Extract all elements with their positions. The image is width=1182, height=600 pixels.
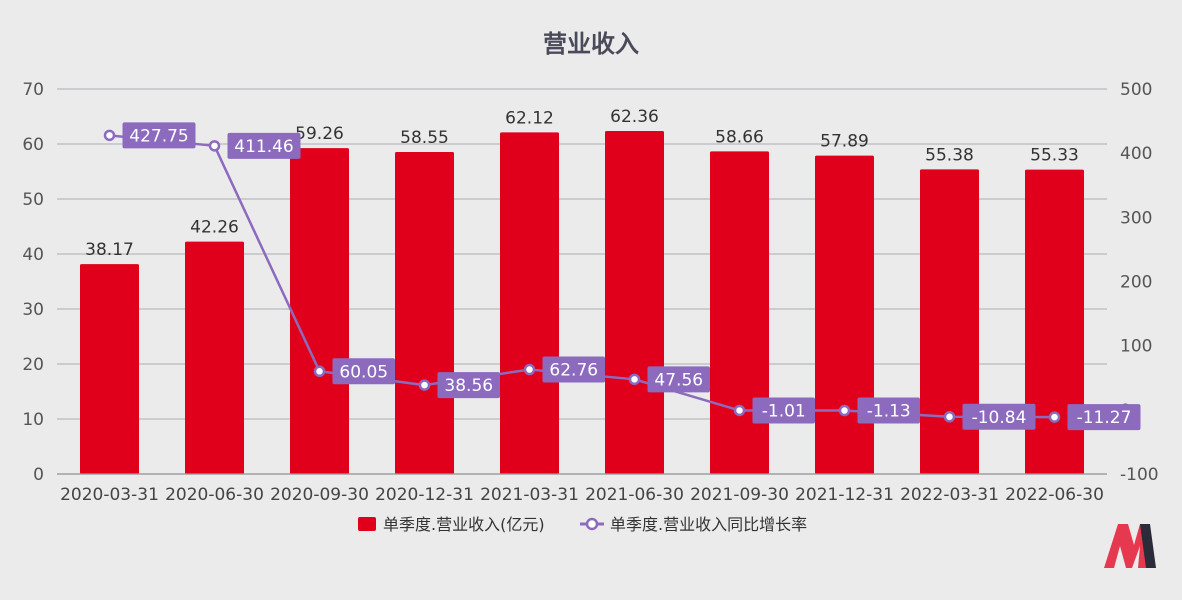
bar xyxy=(920,169,979,474)
x-tick-label: 2021-09-30 xyxy=(690,485,789,505)
bar-data-label: 58.55 xyxy=(400,128,449,148)
bar xyxy=(500,132,559,474)
bar-data-label: 62.36 xyxy=(610,107,659,127)
line-point xyxy=(313,365,326,378)
line-data-label: -10.84 xyxy=(972,408,1027,428)
bar-data-label: 38.17 xyxy=(85,240,134,260)
line-label-box xyxy=(857,397,920,424)
y-left-tick-label: 20 xyxy=(22,355,44,375)
line-point xyxy=(1048,411,1061,423)
line-point xyxy=(838,404,851,417)
y-left-tick-label: 70 xyxy=(22,80,44,100)
line-label-box xyxy=(962,403,1036,430)
line-point xyxy=(523,363,536,376)
y-left-tick-label: 0 xyxy=(33,465,44,485)
bar-data-label: 42.26 xyxy=(190,218,239,238)
bar xyxy=(185,241,244,474)
bar-data-label: 62.12 xyxy=(505,108,554,128)
y-right-tick-label: -100 xyxy=(1120,465,1159,485)
line-data-label: -1.01 xyxy=(762,401,806,421)
line-series: 427.75 411.46 60.05 38.56 62.76 47.56 -1.01 -1.… xyxy=(103,122,1141,431)
line-label-box xyxy=(542,356,605,383)
bar xyxy=(710,151,769,474)
y-right-tick-label: 400 xyxy=(1120,144,1152,164)
line-data-label: 62.76 xyxy=(549,361,598,381)
x-tick-label: 2020-12-31 xyxy=(375,485,474,505)
line-data-label: 427.75 xyxy=(129,126,188,146)
bar xyxy=(815,155,874,475)
x-tick-label: 2020-09-30 xyxy=(270,485,369,505)
x-axis: 2020-03-31 2020-06-30 2020-09-30 2020-12-31… xyxy=(57,473,1107,505)
line-point xyxy=(418,379,431,391)
legend-line-label: 单季度.营业收入同比增长率 xyxy=(610,515,807,534)
line-label-box xyxy=(437,372,500,399)
line-point xyxy=(103,129,116,142)
bar-data-label: 58.66 xyxy=(715,127,764,147)
x-tick-label: 2020-06-30 xyxy=(165,485,264,505)
line-data-label: 60.05 xyxy=(339,362,388,382)
y-left-tick-label: 50 xyxy=(22,190,44,210)
bar-data-label: 55.38 xyxy=(925,145,974,165)
bar xyxy=(605,131,664,474)
line-data-label: 38.56 xyxy=(444,376,493,396)
y-left-tick-label: 10 xyxy=(22,410,44,430)
brand-logo xyxy=(1104,524,1156,568)
y-right-tick-label: 300 xyxy=(1120,208,1152,228)
bar-data-label: 57.89 xyxy=(820,132,869,152)
y-left-tick-label: 40 xyxy=(22,245,44,265)
bar xyxy=(290,148,349,474)
bar-data-label: 55.33 xyxy=(1030,146,1079,166)
x-tick-label: 2020-03-31 xyxy=(60,485,159,505)
y-right-tick-label: 100 xyxy=(1120,337,1152,357)
line-label-box xyxy=(752,397,815,424)
legend-line-marker xyxy=(585,517,599,531)
line-data-label: 47.56 xyxy=(654,370,703,390)
legend: 单季度.营业收入(亿元) 单季度.营业收入同比增长率 xyxy=(358,515,807,534)
y-right-tick-label: 500 xyxy=(1120,80,1152,100)
line-label-box xyxy=(332,358,395,385)
line-data-label: -11.27 xyxy=(1077,408,1132,428)
bar-series xyxy=(80,131,1084,475)
line-point xyxy=(943,411,956,423)
x-tick-label: 2021-12-31 xyxy=(795,485,894,505)
bar xyxy=(80,264,139,474)
chart-title: 营业收入 xyxy=(543,30,639,58)
line-point xyxy=(628,373,641,386)
bar xyxy=(395,151,454,474)
x-tick-label: 2022-06-30 xyxy=(1005,485,1104,505)
bar-data-label: 59.26 xyxy=(295,124,344,144)
line-data-label: -1.13 xyxy=(867,402,911,422)
x-tick-label: 2021-03-31 xyxy=(480,485,579,505)
line-label-box xyxy=(122,122,196,149)
line-label-box xyxy=(227,132,301,159)
y-left-tick-label: 30 xyxy=(22,300,44,320)
legend-bar-swatch xyxy=(358,517,376,531)
bar-labels: 38.17 42.26 59.26 58.55 62.12 62.36 58.66 57.89… xyxy=(85,107,1079,260)
line-data-label: 411.46 xyxy=(234,137,293,157)
y-right-tick-label: 200 xyxy=(1120,273,1152,293)
y-left-tick-label: 60 xyxy=(22,135,44,155)
x-tick-label: 2022-03-31 xyxy=(900,485,999,505)
legend-bar-label: 单季度.营业收入(亿元) xyxy=(383,515,545,534)
line-label-box xyxy=(647,366,710,393)
y-axis-left: 0 10 20 30 40 50 60 70 xyxy=(22,80,44,485)
x-tick-label: 2021-06-30 xyxy=(585,485,684,505)
line-point xyxy=(208,140,221,152)
line-point xyxy=(733,404,746,417)
line-label-box xyxy=(1067,404,1141,431)
bar xyxy=(1025,169,1084,474)
